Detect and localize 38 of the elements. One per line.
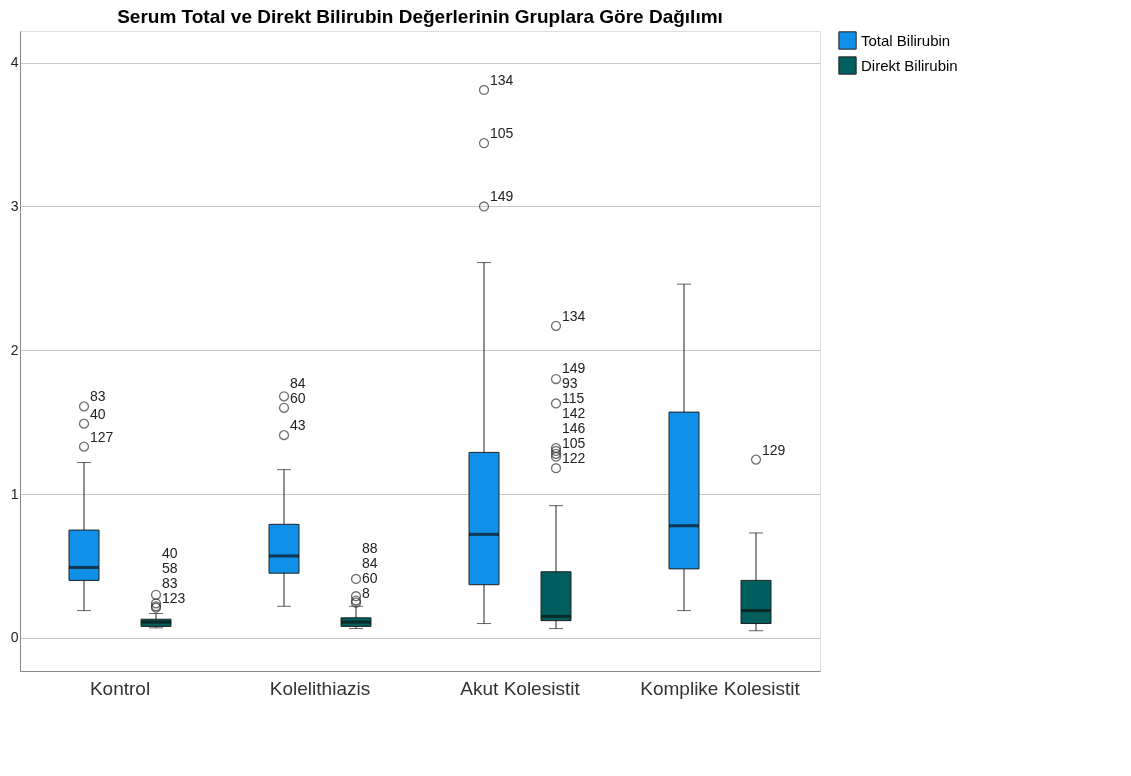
annotation: 43: [290, 417, 306, 434]
annotation: 134: [490, 71, 514, 88]
annotation: 60: [290, 389, 306, 406]
annotation: 142: [562, 405, 586, 422]
x-tick-label: Akut Kolesistit: [460, 677, 581, 699]
annotation: 127: [90, 428, 114, 445]
annotation: 40: [90, 405, 106, 422]
y-tick-label: 4: [10, 54, 19, 71]
chart-title: Serum Total ve Direkt Bilirubin Değerlerinin Gruplara Göre Dağılımı: [117, 6, 723, 27]
annotation: 129: [762, 441, 786, 458]
y-tick-label: 1: [10, 485, 19, 502]
legend-label: Direkt Bilirubin: [861, 56, 958, 74]
annotation: 146: [562, 420, 586, 437]
x-tick-label: Komplike Kolesistit: [640, 677, 801, 699]
annotation: 84: [362, 554, 378, 571]
annotation: 123: [162, 589, 186, 606]
y-tick-label: 2: [10, 341, 19, 358]
x-tick-label: Kontrol: [89, 677, 151, 699]
annotation: 83: [90, 388, 106, 405]
legend-label: Total Bilirubin: [861, 31, 951, 49]
annotation: 105: [562, 435, 586, 452]
annotation: 83: [162, 574, 178, 591]
annotation: 58: [162, 559, 178, 576]
annotation: 149: [490, 188, 514, 205]
x-tick-label: Kolelithiazis: [269, 677, 371, 699]
annotation: 8: [362, 584, 370, 601]
annotation: 60: [362, 569, 378, 586]
annotation: 84: [290, 374, 306, 391]
annotation: 88: [362, 539, 378, 556]
annotation: 134: [562, 307, 586, 324]
y-tick-label: 3: [10, 197, 19, 214]
annotation: 105: [490, 125, 514, 142]
annotation: 93: [562, 375, 578, 392]
y-tick-label: 0: [10, 629, 19, 646]
annotation: 40: [162, 544, 178, 561]
annotation: 149: [562, 360, 586, 377]
annotation: 122: [562, 450, 586, 467]
annotation: 115: [562, 390, 585, 407]
